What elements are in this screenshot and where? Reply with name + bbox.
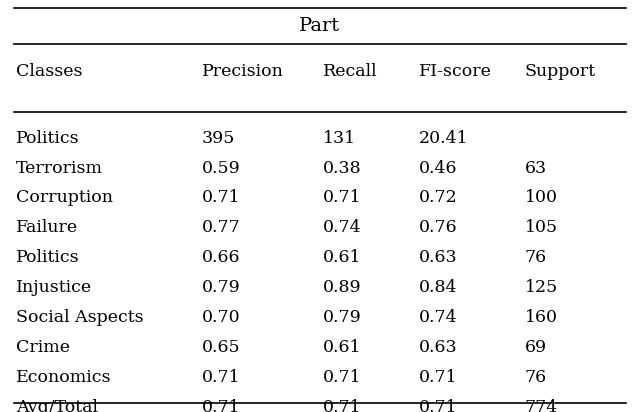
- Text: 0.84: 0.84: [419, 279, 458, 297]
- Text: 0.66: 0.66: [202, 250, 240, 267]
- Text: 105: 105: [525, 220, 558, 236]
- Text: 0.61: 0.61: [323, 339, 362, 356]
- Text: 0.71: 0.71: [202, 370, 240, 386]
- Text: Politics: Politics: [16, 129, 79, 147]
- Text: FI-score: FI-score: [419, 63, 492, 80]
- Text: Avg/Total: Avg/Total: [16, 400, 98, 412]
- Text: 0.71: 0.71: [202, 400, 240, 412]
- Text: 0.70: 0.70: [202, 309, 240, 326]
- Text: 125: 125: [525, 279, 558, 297]
- Text: 69: 69: [525, 339, 547, 356]
- Text: 0.71: 0.71: [323, 400, 362, 412]
- Text: 0.79: 0.79: [202, 279, 241, 297]
- Text: 0.79: 0.79: [323, 309, 362, 326]
- Text: Part: Part: [300, 17, 340, 35]
- Text: Terrorism: Terrorism: [16, 159, 103, 176]
- Text: Classes: Classes: [16, 63, 83, 80]
- Text: 395: 395: [202, 129, 235, 147]
- Text: Politics: Politics: [16, 250, 79, 267]
- Text: Corruption: Corruption: [16, 190, 113, 206]
- Text: Precision: Precision: [202, 63, 284, 80]
- Text: 76: 76: [525, 370, 547, 386]
- Text: Support: Support: [525, 63, 596, 80]
- Text: Social Aspects: Social Aspects: [16, 309, 143, 326]
- Text: 131: 131: [323, 129, 356, 147]
- Text: 0.71: 0.71: [419, 370, 458, 386]
- Text: Recall: Recall: [323, 63, 378, 80]
- Text: Economics: Economics: [16, 370, 111, 386]
- Text: 0.61: 0.61: [323, 250, 362, 267]
- Text: Failure: Failure: [16, 220, 78, 236]
- Text: 0.71: 0.71: [323, 370, 362, 386]
- Text: 0.72: 0.72: [419, 190, 458, 206]
- Text: 76: 76: [525, 250, 547, 267]
- Text: 63: 63: [525, 159, 547, 176]
- Text: 0.77: 0.77: [202, 220, 241, 236]
- Text: 0.63: 0.63: [419, 250, 458, 267]
- Text: 0.71: 0.71: [323, 190, 362, 206]
- Text: 0.71: 0.71: [419, 400, 458, 412]
- Text: 0.89: 0.89: [323, 279, 362, 297]
- Text: 774: 774: [525, 400, 558, 412]
- Text: 160: 160: [525, 309, 558, 326]
- Text: 0.63: 0.63: [419, 339, 458, 356]
- Text: 0.59: 0.59: [202, 159, 241, 176]
- Text: 0.74: 0.74: [419, 309, 458, 326]
- Text: Injustice: Injustice: [16, 279, 92, 297]
- Text: 0.76: 0.76: [419, 220, 458, 236]
- Text: Crime: Crime: [16, 339, 70, 356]
- Text: 0.71: 0.71: [202, 190, 240, 206]
- Text: 0.46: 0.46: [419, 159, 458, 176]
- Text: 0.38: 0.38: [323, 159, 362, 176]
- Text: 20.41: 20.41: [419, 129, 469, 147]
- Text: 0.74: 0.74: [323, 220, 362, 236]
- Text: 0.65: 0.65: [202, 339, 240, 356]
- Text: 100: 100: [525, 190, 558, 206]
